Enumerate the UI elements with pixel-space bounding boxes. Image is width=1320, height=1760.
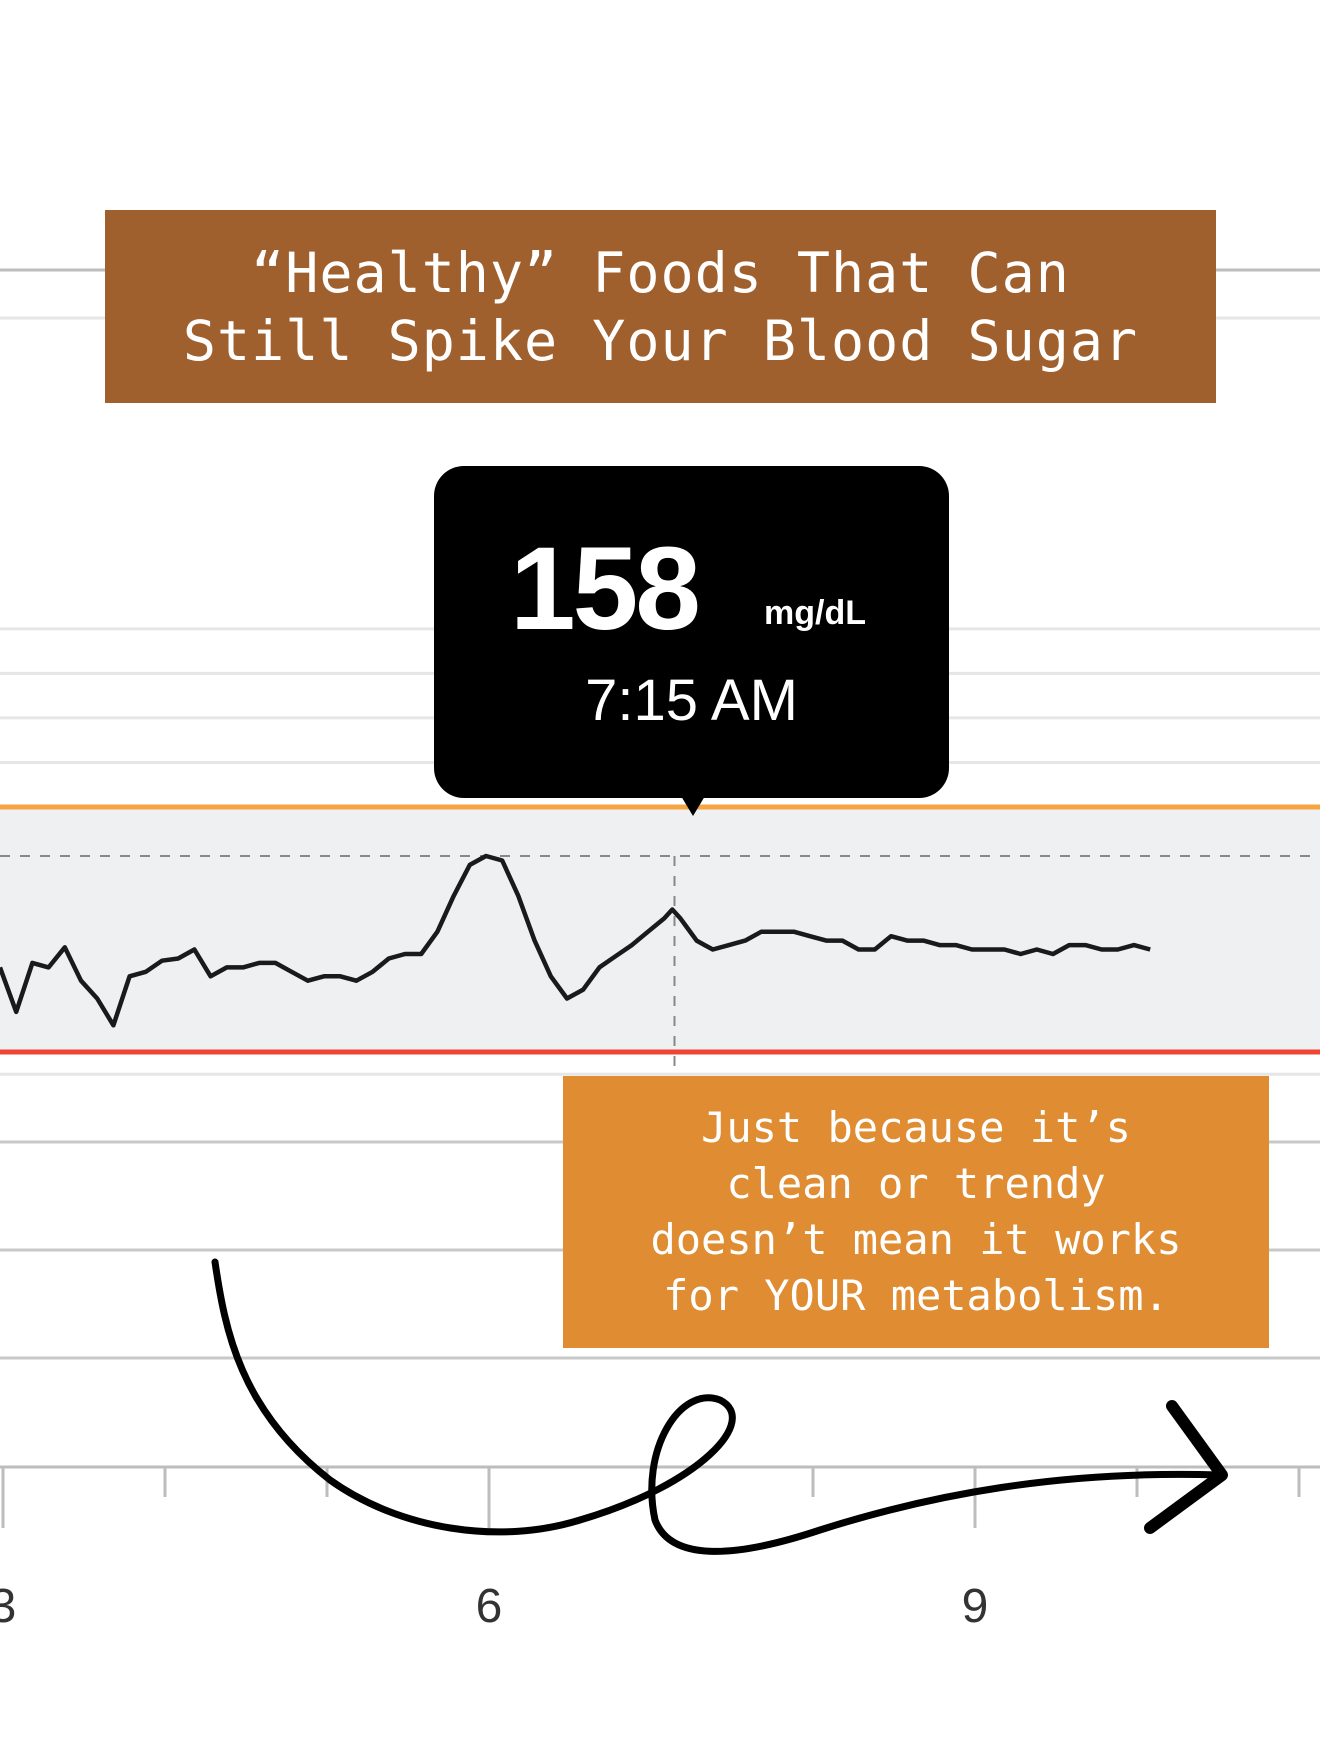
headline-line-1: “Healthy” Foods That Can [251, 240, 1070, 305]
x-axis-labels: 3 6 9 [0, 1580, 988, 1633]
headline-banner: “Healthy” Foods That Can Still Spike You… [105, 210, 1216, 403]
note-line-3: doesn’t mean it works [650, 1215, 1182, 1264]
glucose-tooltip: 158 mg/dL 7:15 AM [434, 466, 949, 816]
note-line-4: for YOUR metabolism. [663, 1271, 1169, 1320]
x-tick-label: 6 [476, 1580, 503, 1633]
note-line-1: Just because it’s [701, 1103, 1131, 1152]
x-tick-label: 9 [962, 1580, 989, 1633]
glucose-series-line [0, 853, 1151, 1028]
caption-note: Just because it’s clean or trendy doesn’… [563, 1076, 1269, 1348]
x-tick-label: 3 [0, 1580, 16, 1633]
glucose-unit: mg/dL [764, 594, 866, 632]
headline-line-2: Still Spike Your Blood Sugar [182, 308, 1139, 373]
hand-drawn-arrow-icon [211, 1258, 1228, 1555]
note-line-2: clean or trendy [726, 1159, 1106, 1208]
reading-time: 7:15 AM [585, 668, 798, 733]
glucose-value: 158 [510, 523, 701, 655]
target-range-band [0, 807, 1320, 1052]
